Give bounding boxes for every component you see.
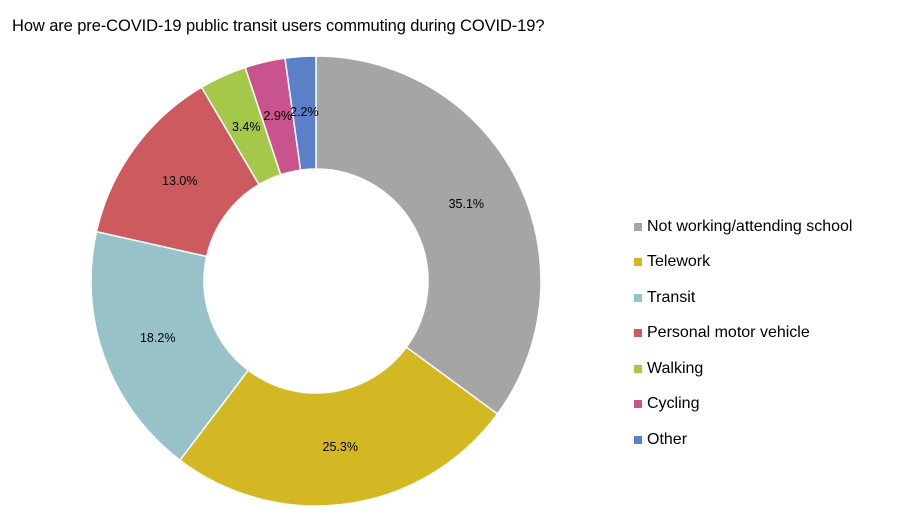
legend-swatch — [634, 364, 642, 373]
chart-legend: Not working/attending school Telework Tran… — [634, 209, 852, 458]
donut-chart: 35.1% 25.3% 18.2% 13.0% 3.4%2.9%2.2% — [90, 55, 542, 507]
slice-telework — [178, 346, 499, 507]
legend-item-personal-motor-vehicle: Personal motor vehicle — [634, 316, 852, 352]
legend-label: Transit — [647, 288, 696, 306]
legend-swatch — [634, 222, 642, 231]
data-label-other: 2.2% — [290, 105, 319, 119]
data-label-cycling: 2.9% — [263, 109, 292, 123]
legend-swatch — [634, 400, 642, 409]
legend-item-walking: Walking — [634, 351, 852, 387]
data-label-walking: 3.4% — [232, 120, 261, 134]
legend-swatch — [634, 435, 642, 444]
legend-item-other: Other — [634, 422, 852, 458]
slice-not-working-attending-school — [315, 55, 542, 416]
data-label-not-working-attending-school: 35.1% — [449, 197, 484, 211]
legend-item-cycling: Cycling — [634, 387, 852, 423]
legend-swatch — [634, 293, 642, 302]
legend-swatch — [634, 329, 642, 338]
legend-label: Telework — [647, 253, 711, 271]
data-label-telework: 25.3% — [323, 440, 358, 454]
legend-label: Walking — [647, 359, 704, 377]
legend-label: Personal motor vehicle — [647, 324, 810, 342]
data-label-personal-motor-vehicle: 13.0% — [162, 174, 197, 188]
chart-title: How are pre-COVID-19 public transit user… — [12, 17, 545, 35]
legend-item-transit: Transit — [634, 280, 852, 316]
data-label-transit: 18.2% — [140, 331, 175, 345]
legend-label: Other — [647, 430, 688, 448]
legend-swatch — [634, 258, 642, 267]
legend-label: Cycling — [647, 395, 700, 413]
slice-transit — [90, 230, 250, 462]
legend-item-telework: Telework — [634, 245, 852, 281]
legend-label: Not working/attending school — [647, 217, 853, 235]
slice-other — [284, 55, 317, 171]
legend-item-not-working-attending-school: Not working/attending school — [634, 209, 852, 245]
